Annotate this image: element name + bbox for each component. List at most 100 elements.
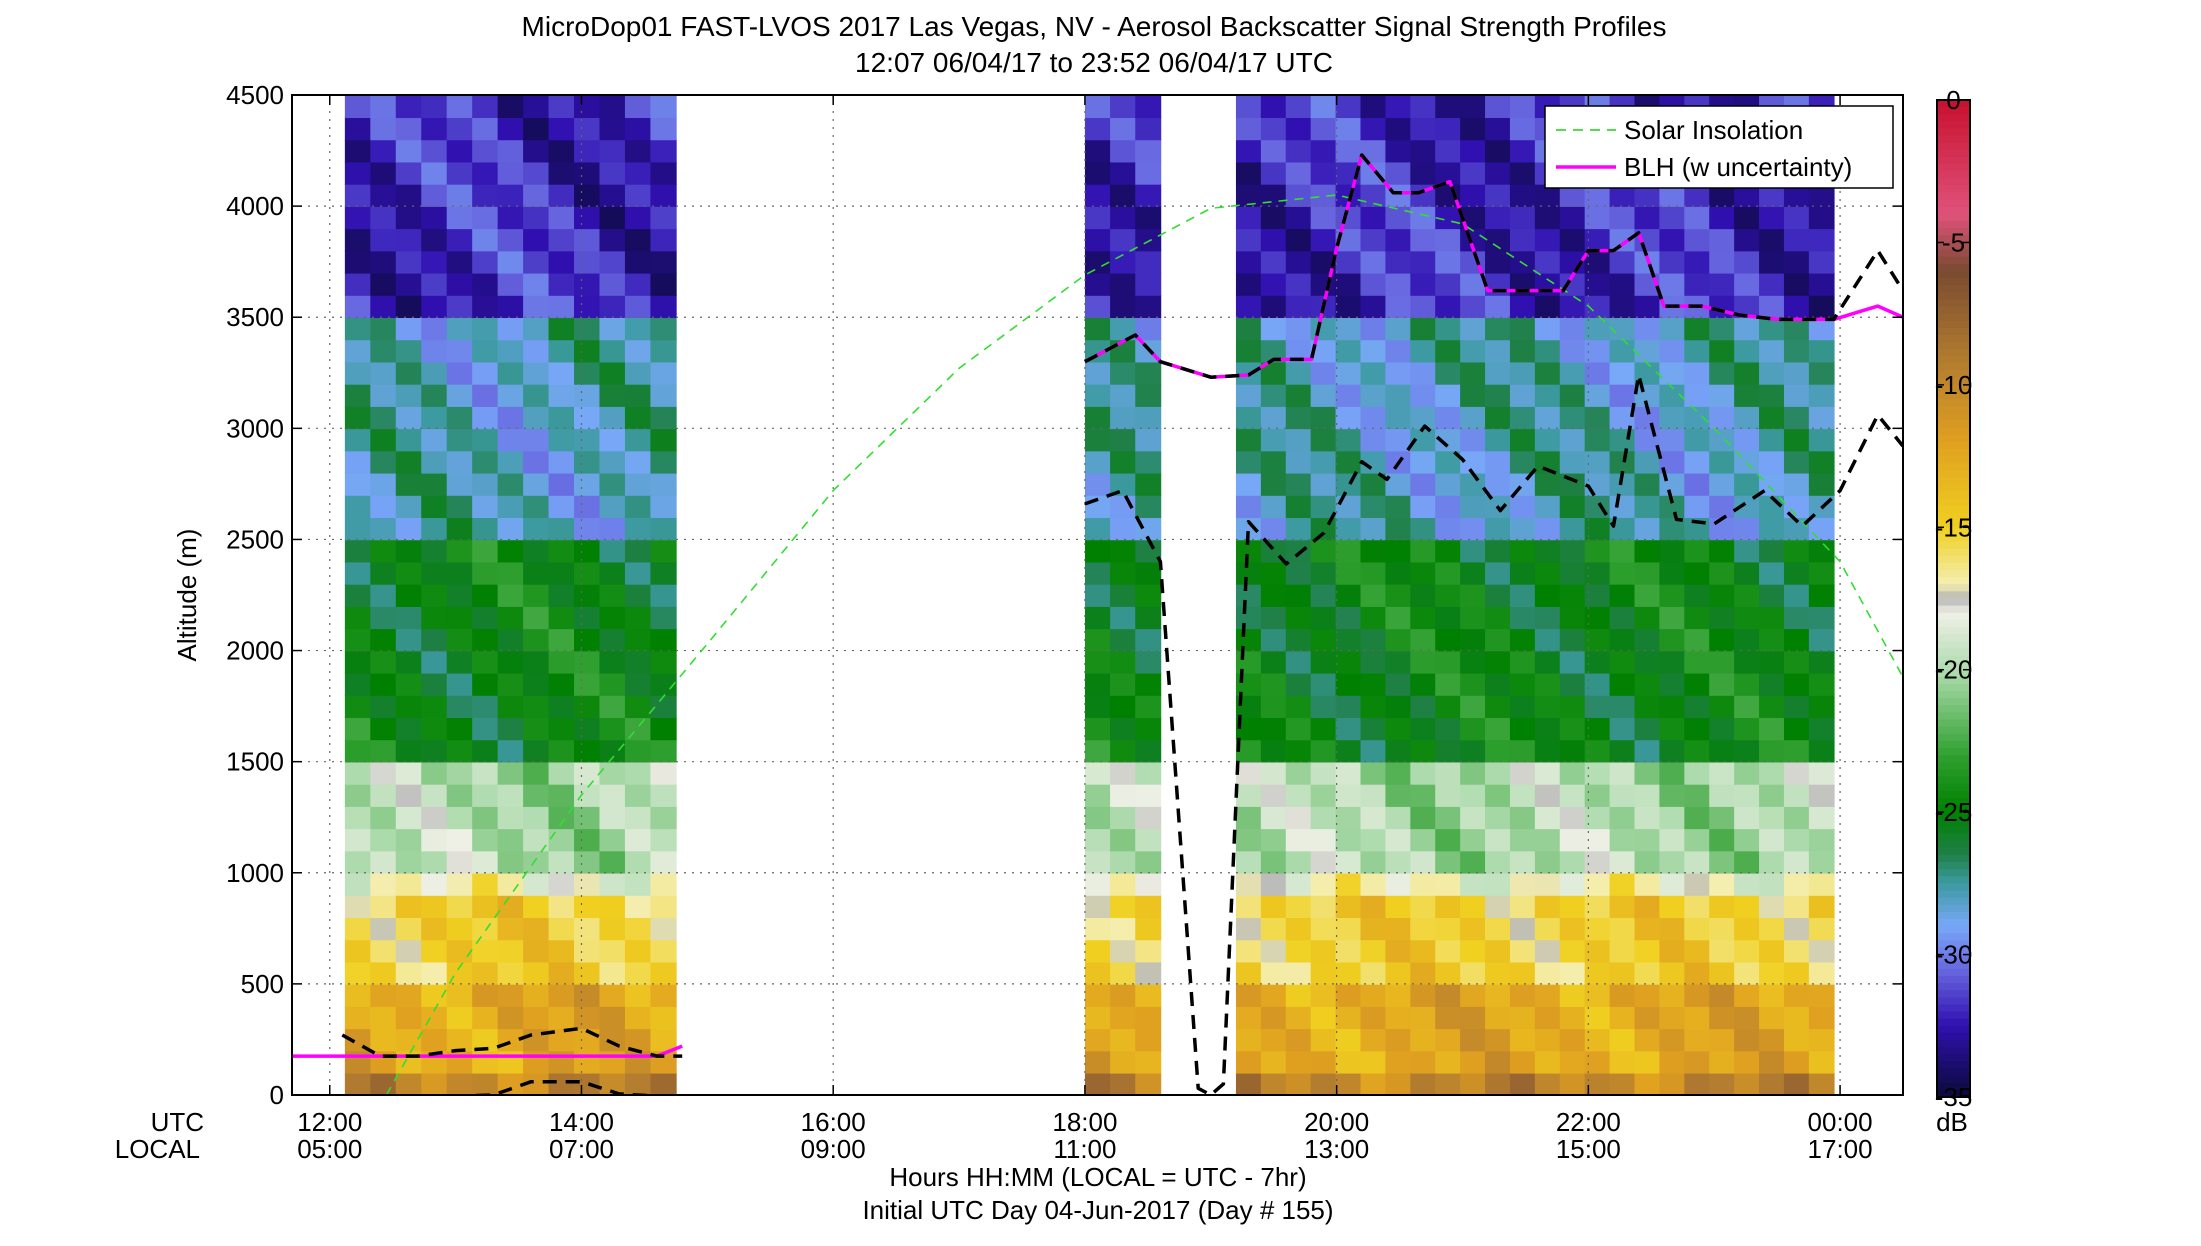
heatmap-cell	[1684, 1072, 1711, 1095]
heatmap-cell	[1360, 650, 1387, 674]
heatmap-cell	[1235, 183, 1262, 207]
heatmap-cell	[1534, 472, 1561, 496]
heatmap-cell	[1559, 339, 1586, 363]
heatmap-cell	[1385, 539, 1412, 563]
heatmap-cell	[1110, 406, 1137, 430]
heatmap-cell	[344, 717, 372, 741]
heatmap-cell	[650, 1072, 677, 1095]
heatmap-cell	[395, 161, 423, 185]
heatmap-cell	[548, 850, 575, 874]
heatmap-cell	[421, 228, 448, 252]
heatmap-cell	[1410, 628, 1437, 652]
heatmap-cell	[1235, 117, 1262, 141]
series-blh-bound-4	[341, 1026, 683, 1058]
heatmap-cell	[472, 228, 499, 252]
heatmap-cell	[472, 517, 499, 541]
heatmap-cell	[1783, 783, 1810, 807]
heatmap-cell	[1559, 850, 1586, 874]
heatmap-cell	[1509, 228, 1536, 252]
heatmap-cell	[370, 695, 397, 719]
heatmap-cell	[1734, 806, 1760, 830]
heatmap-cell	[1235, 895, 1262, 919]
heatmap-cell	[650, 295, 677, 319]
heatmap-cell	[1110, 1028, 1137, 1052]
heatmap-cell	[421, 961, 448, 985]
heatmap-cell	[1110, 628, 1137, 652]
heatmap-cell	[548, 539, 575, 563]
heatmap-cell	[523, 250, 550, 274]
heatmap-cell	[1783, 717, 1810, 741]
heatmap-cell	[548, 783, 575, 807]
heatmap-cell	[1410, 783, 1437, 807]
colorbar-cell	[1937, 876, 1970, 884]
heatmap-cell	[1485, 1050, 1511, 1074]
heatmap-cell	[650, 1028, 677, 1052]
heatmap-cell	[395, 717, 423, 741]
heatmap-cell	[1808, 406, 1835, 430]
heatmap-cell	[1709, 428, 1735, 452]
colorbar-cell	[1937, 484, 1970, 493]
x-tick-label-local: 05:00	[297, 1134, 362, 1164]
heatmap-cell	[1783, 250, 1810, 274]
heatmap-cell	[446, 583, 473, 607]
heatmap-cell	[574, 1050, 601, 1074]
heatmap-cell	[1460, 917, 1486, 941]
heatmap-cell	[1310, 606, 1337, 630]
heatmap-cell	[446, 650, 473, 674]
colorbar-cell	[1937, 626, 1970, 635]
heatmap-cell	[1509, 872, 1536, 896]
heatmap-cell	[1559, 561, 1586, 585]
heatmap-cell	[523, 383, 550, 407]
heatmap-cell	[1609, 361, 1636, 385]
colorbar-cell	[1937, 235, 1970, 244]
heatmap-cell	[1360, 1028, 1387, 1052]
heatmap-cell	[1584, 1072, 1611, 1095]
heatmap-cell	[497, 450, 524, 474]
heatmap-cell	[1335, 428, 1362, 452]
heatmap-cell	[599, 295, 626, 319]
heatmap-cell	[1485, 139, 1511, 163]
heatmap-cell	[1485, 250, 1511, 274]
heatmap-cell	[1634, 339, 1661, 363]
heatmap-cell	[1485, 161, 1511, 185]
colorbar-cell	[1937, 377, 1970, 386]
heatmap-cell	[446, 272, 473, 296]
heatmap-cell	[1360, 783, 1387, 807]
heatmap-cell	[370, 228, 397, 252]
heatmap-cell	[1335, 983, 1362, 1007]
heatmap-cell	[574, 1006, 601, 1030]
heatmap-cell	[344, 850, 372, 874]
heatmap-cell	[1435, 161, 1461, 185]
heatmap-cell	[523, 606, 550, 630]
heatmap-cell	[1734, 606, 1760, 630]
heatmap-cell	[1110, 295, 1137, 319]
colorbar-cell	[1937, 890, 1970, 899]
heatmap-cell	[1509, 850, 1536, 874]
heatmap-cell	[650, 628, 677, 652]
heatmap-cell	[1759, 806, 1785, 830]
heatmap-cell	[1084, 895, 1111, 919]
colorbar: 0-5-10-15-20-25-30-35 dB	[1935, 85, 1973, 1137]
heatmap-cell	[1110, 428, 1137, 452]
heatmap-cell	[1335, 317, 1362, 341]
heatmap-cell	[1385, 95, 1412, 119]
heatmap-cell	[1310, 406, 1337, 430]
heatmap-cell	[1460, 517, 1486, 541]
colorbar-cell	[1937, 990, 1970, 998]
heatmap-cell	[1360, 806, 1387, 830]
heatmap-cell	[548, 250, 575, 274]
heatmap-cell	[1759, 1072, 1785, 1095]
heatmap-cell	[1808, 1072, 1835, 1095]
colorbar-cell	[1937, 605, 1970, 614]
heatmap-cell	[574, 206, 601, 230]
heatmap-cell	[1584, 250, 1611, 274]
heatmap-cell	[1534, 250, 1561, 274]
heatmap-cell	[624, 650, 652, 674]
heatmap-cell	[523, 717, 550, 741]
heatmap-cell	[1235, 206, 1262, 230]
heatmap-cell	[1634, 939, 1661, 963]
heatmap-cell	[1385, 939, 1412, 963]
colorbar-cell	[1937, 954, 1970, 963]
heatmap-cell	[548, 495, 575, 519]
heatmap-cell	[1260, 583, 1287, 607]
